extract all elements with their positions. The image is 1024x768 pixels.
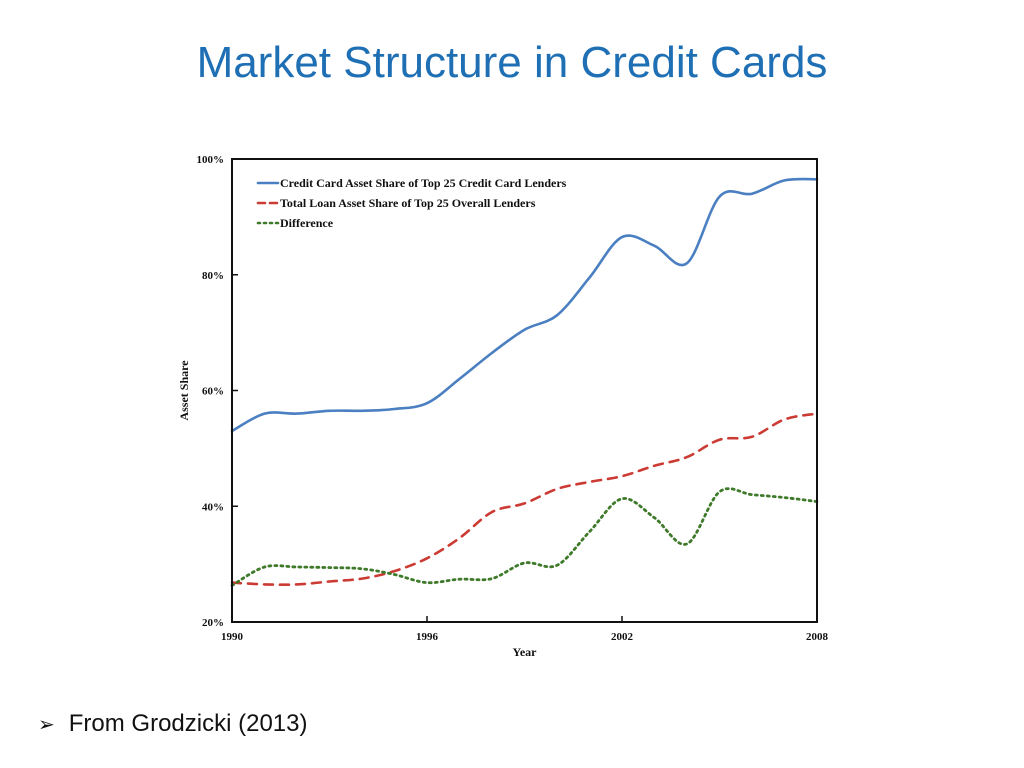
x-tick-label: 2008 [806, 631, 829, 643]
slide-title: Market Structure in Credit Cards [196, 38, 828, 87]
source-text: From Grodzicki (2013) [68, 710, 308, 737]
series-layer [230, 177, 819, 587]
x-axis-ticks: 1990 1996 2002 2008 [221, 616, 829, 643]
series-line-3 [230, 487, 819, 587]
source-bullet: ➢ From Grodzicki (2013) [38, 710, 308, 738]
y-axis-title: Asset Share [177, 360, 191, 421]
y-tick-label: 20% [202, 617, 224, 629]
plot-frame [231, 158, 818, 623]
legend-label: Credit Card Asset Share of Top 25 Credit… [280, 176, 567, 190]
series-line-1 [230, 177, 819, 433]
x-tick-label: 2002 [611, 631, 634, 643]
y-tick-label: 80% [202, 270, 224, 282]
x-tick-label: 1996 [416, 631, 439, 643]
y-tick-label: 60% [202, 386, 224, 398]
y-tick-label: 40% [202, 501, 224, 513]
line-chart: 20% 40% 60% 80% 100% 1990 1996 2002 2008 Year A… [177, 154, 829, 659]
x-tick-label: 1990 [221, 631, 244, 643]
series-line-2 [230, 412, 819, 586]
chart-legend: Credit Card Asset Share of Top 25 Credit… [256, 176, 567, 230]
y-tick-label: 100% [197, 154, 225, 166]
legend-label: Total Loan Asset Share of Top 25 Overall… [280, 196, 536, 210]
x-axis-title: Year [513, 645, 538, 659]
legend-label: Difference [280, 216, 334, 230]
arrowhead-bullet-icon: ➢ [38, 712, 55, 736]
